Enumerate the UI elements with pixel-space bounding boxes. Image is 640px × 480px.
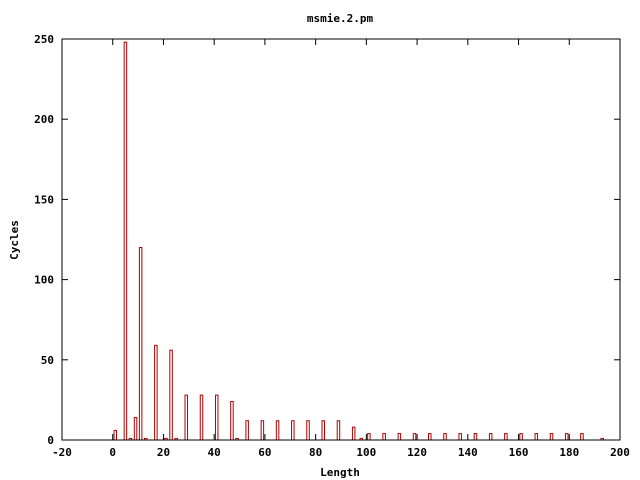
bar bbox=[428, 433, 432, 441]
bar bbox=[260, 420, 265, 441]
y-tick-label: 150 bbox=[34, 193, 54, 206]
bar bbox=[519, 433, 523, 441]
x-tick-label: 140 bbox=[458, 446, 478, 459]
y-tick-label: 50 bbox=[41, 354, 54, 367]
bar bbox=[291, 420, 295, 441]
y-tick-label: 0 bbox=[47, 434, 54, 447]
bar bbox=[351, 426, 356, 441]
bar-series bbox=[113, 41, 604, 441]
bar bbox=[306, 420, 310, 441]
x-tick-label: 60 bbox=[258, 446, 271, 459]
bar bbox=[382, 433, 386, 441]
x-tick-label: 20 bbox=[157, 446, 170, 459]
bar bbox=[133, 417, 138, 441]
bar bbox=[580, 433, 584, 441]
x-tick-label: 100 bbox=[356, 446, 376, 459]
bar bbox=[199, 394, 204, 441]
x-tick-label: 180 bbox=[559, 446, 579, 459]
y-tick-label: 200 bbox=[34, 113, 54, 126]
x-tick-label: 0 bbox=[109, 446, 116, 459]
bar bbox=[184, 394, 189, 441]
axis-ticks: -20 0 20 40 60 80 100 120 140 160 180 2000501001502… bbox=[34, 33, 630, 459]
bar bbox=[564, 433, 569, 441]
bar bbox=[412, 433, 417, 441]
bar bbox=[275, 420, 280, 441]
x-tick-label: -20 bbox=[52, 446, 72, 459]
bar bbox=[154, 344, 158, 441]
y-tick-label: 250 bbox=[34, 33, 54, 46]
plot-frame bbox=[61, 38, 621, 441]
bar bbox=[473, 433, 478, 441]
bar bbox=[458, 433, 462, 441]
x-axis-label: Length bbox=[320, 466, 360, 479]
y-axis-label: Cycles bbox=[8, 220, 21, 260]
bar bbox=[549, 433, 554, 441]
bar bbox=[336, 420, 341, 441]
bar bbox=[169, 349, 173, 441]
bar bbox=[123, 41, 128, 441]
x-tick-label: 40 bbox=[208, 446, 221, 459]
chart-title: msmie.2.pm bbox=[307, 12, 374, 25]
bar bbox=[397, 433, 402, 441]
bar bbox=[214, 394, 219, 441]
x-tick-label: 200 bbox=[610, 446, 630, 459]
bar bbox=[113, 429, 118, 441]
bar bbox=[534, 433, 539, 441]
bar bbox=[230, 401, 234, 441]
x-tick-label: 120 bbox=[407, 446, 427, 459]
y-tick-label: 100 bbox=[34, 274, 54, 287]
bar bbox=[443, 433, 447, 441]
x-tick-label: 160 bbox=[509, 446, 529, 459]
bar bbox=[504, 433, 508, 441]
bar bbox=[245, 420, 249, 441]
bar bbox=[367, 433, 371, 441]
bar bbox=[321, 420, 325, 441]
x-tick-label: 80 bbox=[309, 446, 322, 459]
bar bbox=[138, 247, 143, 441]
bar bbox=[488, 433, 493, 441]
